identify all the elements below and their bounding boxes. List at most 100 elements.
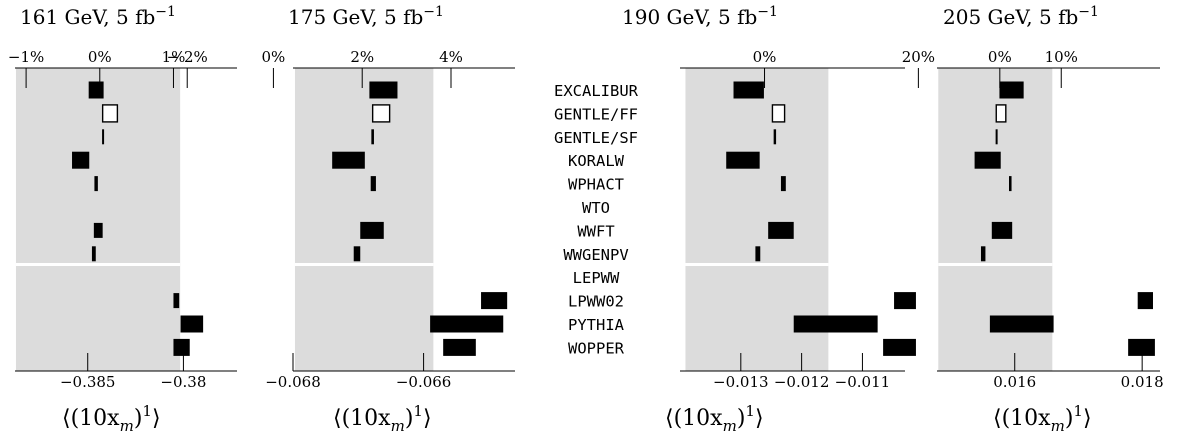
panel-title: 190 GeV, 5 fb−1: [622, 4, 778, 29]
x-axis-label: ⟨(10xm)1⟩: [993, 402, 1092, 435]
top-tick-label: 2%: [350, 48, 374, 66]
panel-title-sup: −1: [423, 4, 444, 20]
panel-title-sup: −1: [757, 4, 778, 20]
top-tick-label: 0%: [88, 48, 112, 66]
panel: 0% 20% −0.013 −0.012 −0.011 190 GeV, 5 fb−1 ⟨(…: [622, 4, 935, 435]
bar-filled: [88, 81, 104, 99]
bar-filled: [443, 338, 476, 356]
panel-title-main: 161 GeV, 5 fb: [20, 5, 155, 29]
panel-title: 175 GeV, 5 fb−1: [288, 4, 444, 29]
bar-filled: [102, 129, 105, 145]
xlabel-tail: ): [1065, 406, 1074, 431]
bar-filled: [360, 221, 384, 239]
top-tick-label: 0%: [262, 48, 286, 66]
top-tick-label: − 2%: [167, 48, 208, 66]
bottom-tick-label: −0.013: [713, 373, 769, 391]
xlabel-sup: 1: [1073, 402, 1083, 420]
xlabel-sub: m: [391, 417, 405, 435]
bottom-tick-label: 0.016: [993, 373, 1036, 391]
xlabel-main: ⟨(10x: [665, 406, 723, 431]
generator-label: GENTLE/SF: [554, 129, 638, 147]
xlabel-end: ⟩: [1083, 406, 1092, 431]
bar-filled: [995, 129, 998, 145]
bar-filled: [768, 221, 794, 239]
top-tick-label: 0%: [988, 48, 1012, 66]
bottom-tick-label: −0.068: [265, 373, 321, 391]
bar-filled: [989, 315, 1054, 333]
bar-filled: [1128, 338, 1155, 356]
bottom-tick-label: −0.38: [160, 373, 206, 391]
xlabel-tail: ): [134, 406, 143, 431]
bar-filled: [999, 81, 1024, 99]
x-axis-label: ⟨(10xm)1⟩: [665, 402, 764, 435]
xlabel-main: ⟨(10x: [333, 406, 391, 431]
bar-filled: [180, 315, 204, 333]
band: [15, 68, 181, 371]
bar-filled: [173, 293, 180, 309]
bar-filled: [72, 151, 90, 169]
bar-filled: [883, 338, 916, 356]
panel: − 2% 0% 2% 4% −0.068 −0.066 175 GeV, 5 fb−1 ⟨(1…: [167, 4, 515, 435]
band: [294, 68, 434, 371]
bar-filled: [1008, 176, 1012, 192]
bar-filled: [991, 221, 1013, 239]
generator-label: WTO: [582, 199, 610, 217]
bar-filled: [93, 222, 103, 238]
xlabel-sub: m: [120, 417, 134, 435]
generator-label: WOPPER: [568, 339, 625, 357]
xlabel-end: ⟩: [755, 406, 764, 431]
bottom-tick-label: −0.385: [60, 373, 116, 391]
generator-label: WWGENPV: [563, 246, 628, 264]
bar-filled: [780, 176, 786, 192]
panel-title: 161 GeV, 5 fb−1: [20, 4, 176, 29]
generator-labels: EXCALIBUR GENTLE/FF GENTLE/SF KORALW WPHACT W…: [554, 82, 639, 357]
bar-filled: [369, 81, 398, 99]
panel-title: 205 GeV, 5 fb−1: [943, 4, 1099, 29]
panel: −1% 0% 1% −0.385 −0.38 161 GeV, 5 fb−1 ⟨(10xm)…: [8, 4, 237, 435]
generator-label: GENTLE/FF: [554, 105, 638, 123]
panel-title-sup: −1: [155, 4, 176, 20]
panel-title-sup: −1: [1078, 4, 1099, 20]
bar-filled: [173, 338, 190, 356]
bar-filled: [974, 151, 1001, 169]
generator-label: LEPWW: [573, 269, 620, 287]
bar-filled: [773, 129, 777, 145]
panel-title-main: 175 GeV, 5 fb: [288, 5, 423, 29]
bar-filled: [980, 246, 986, 262]
bar-open: [101, 104, 119, 123]
bar-filled: [94, 176, 98, 192]
bar-filled: [755, 246, 761, 262]
generator-label: LPWW02: [568, 293, 624, 311]
top-tick-label: 1%: [162, 48, 186, 66]
xlabel-sub: m: [723, 417, 737, 435]
bar-open: [995, 104, 1007, 123]
bar-filled: [353, 246, 361, 262]
xlabel-main: ⟨(10x: [62, 406, 120, 431]
bar-open: [771, 104, 786, 123]
x-axis-label: ⟨(10xm)1⟩: [62, 402, 161, 435]
bottom-tick-label: 0.018: [1121, 373, 1164, 391]
bar-filled: [726, 151, 760, 169]
xlabel-end: ⟩: [423, 406, 432, 431]
generator-label: WWFT: [577, 222, 614, 240]
bar-filled: [370, 176, 376, 192]
xlabel-main: ⟨(10x: [993, 406, 1051, 431]
bottom-tick-label: −0.066: [396, 373, 452, 391]
bar-filled: [430, 315, 504, 333]
bar-filled: [1137, 292, 1153, 310]
generator-label: WPHACT: [568, 176, 624, 194]
bar-filled: [91, 246, 96, 262]
xlabel-tail: ): [405, 406, 414, 431]
bar-filled: [332, 151, 365, 169]
bar-open: [371, 104, 391, 123]
generator-label: PYTHIA: [568, 316, 625, 334]
xlabel-sub: m: [1051, 417, 1065, 435]
generator-label: EXCALIBUR: [554, 82, 639, 100]
bottom-tick-label: −0.011: [835, 373, 891, 391]
panel-title-main: 190 GeV, 5 fb: [622, 5, 757, 29]
xlabel-sup: 1: [745, 402, 755, 420]
x-axis-label: ⟨(10xm)1⟩: [333, 402, 432, 435]
bar-filled: [733, 81, 764, 99]
bar-filled: [894, 292, 916, 310]
